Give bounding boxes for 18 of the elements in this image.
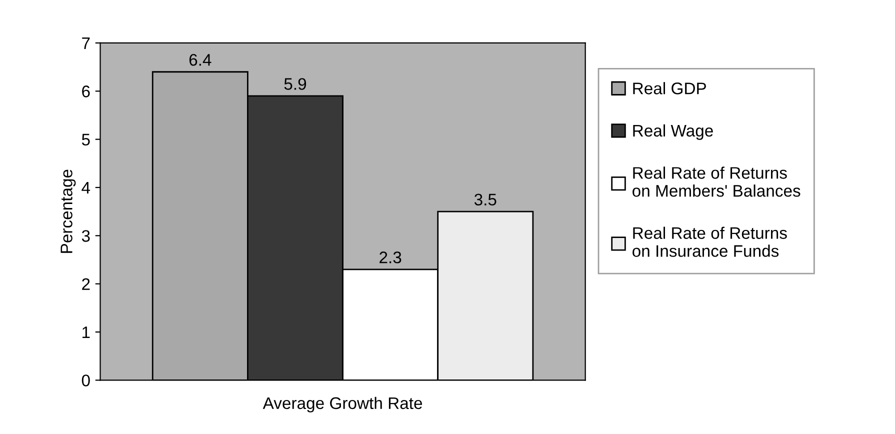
legend-label: Real Rate of Returns on Insurance Funds [632, 226, 787, 257]
legend-label: Real Rate of Returns on Members' Balances [632, 166, 800, 197]
data-label: 5.9 [284, 78, 306, 90]
y-tick-label: 4 [82, 182, 90, 194]
y-tick-label: 5 [82, 134, 90, 146]
data-label: 6.4 [189, 54, 212, 66]
data-label: 3.5 [474, 194, 496, 206]
data-label: 2.3 [380, 252, 402, 264]
y-axis-title: Percentage [60, 170, 76, 253]
legend-label: Real Wage [633, 124, 713, 140]
y-tick-label: 2 [82, 278, 90, 290]
legend-label: Real GDP [633, 82, 706, 94]
y-tick-label: 6 [82, 86, 90, 98]
y-tick-label: 1 [82, 326, 90, 338]
y-tick-label: 7 [82, 38, 90, 50]
y-tick-label: 3 [82, 230, 90, 242]
x-tick-label: Average Growth Rate [262, 396, 422, 412]
y-tick-label: 0 [82, 374, 90, 386]
